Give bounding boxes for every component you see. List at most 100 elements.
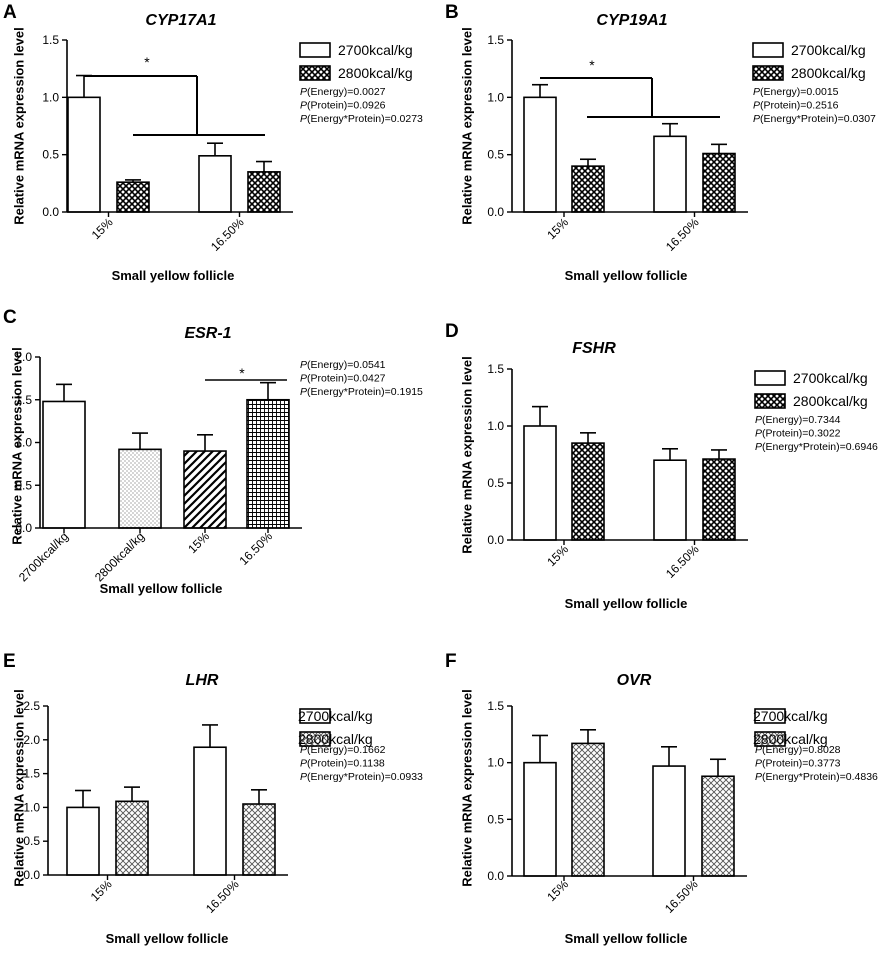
x-tick-label: 16.50% — [203, 877, 242, 916]
bar — [653, 135, 687, 213]
gene-title: FSHR — [572, 340, 616, 357]
p-value: P(Protein)=0.0926 — [300, 100, 386, 112]
p-symbol: P — [755, 428, 762, 440]
x-tick-label: 15% — [185, 529, 212, 556]
y-tick-label: 0.5 — [42, 148, 59, 162]
y-tick-label: 0.5 — [487, 148, 504, 162]
y-tick-label: 1.0 — [42, 90, 59, 104]
p-value-text: (Energy)=0.7344 — [762, 414, 841, 426]
p-symbol: P — [753, 100, 760, 112]
legend-label: 2800kcal/kg — [793, 393, 868, 409]
bar — [115, 800, 149, 876]
x-tick-label: 2800kcal/kg — [92, 529, 147, 584]
legend-swatch — [299, 708, 331, 724]
p-symbol: P — [755, 771, 762, 783]
panel-a: A CYP17A1 0.0 0.5 1.0 1.5 15% 16.50% Relative mR… — [3, 2, 423, 283]
panel-letter: D — [445, 321, 459, 342]
x-tick-label: 15% — [544, 877, 571, 904]
panel-letter: A — [3, 2, 17, 23]
p-symbol: P — [753, 113, 760, 125]
p-value: P(Protein)=0.3022 — [755, 428, 841, 440]
x-tick-label: 15% — [544, 215, 571, 242]
p-value: P(Energy)=0.0541 — [300, 359, 386, 371]
y-tick-label: 0.5 — [15, 478, 32, 492]
y-tick-label: 1.0 — [487, 90, 504, 104]
gene-title: CYP19A1 — [596, 12, 667, 29]
legend-label: 2700kcal/kg — [298, 708, 373, 724]
bar — [523, 96, 557, 213]
bar — [66, 806, 100, 876]
bar — [652, 765, 686, 877]
gene-title: OVR — [617, 672, 652, 689]
p-value-text: (Energy)=0.8028 — [762, 744, 841, 756]
bar — [116, 181, 150, 213]
panel-f: F OVR 0.0 0.5 1.0 1.5 15% 16.50% Relative mRNA e… — [445, 651, 878, 946]
p-value: P(Energy)=0.0027 — [300, 86, 386, 98]
p-value: P(Energy*Protein)=0.0307 — [753, 113, 876, 125]
p-value-text: (Energy)=0.0015 — [760, 86, 839, 98]
bar — [118, 448, 162, 529]
p-value: P(Energy)=0.1662 — [300, 744, 386, 756]
p-value: P(Protein)=0.1138 — [300, 758, 385, 770]
y-axis-title: Relative mRNA expression level — [12, 689, 27, 887]
significance-star: * — [589, 57, 595, 73]
y-tick-label: 0.5 — [487, 812, 504, 826]
y-axis-title: Relative mRNA expression level — [12, 27, 27, 225]
y-axis-title: Relative mRNA expression level — [10, 347, 25, 545]
y-tick-label: 0.5 — [487, 476, 504, 490]
legend-label: 2700kcal/kg — [793, 370, 868, 386]
legend-swatch — [754, 731, 786, 747]
x-tick-label: 16.50% — [662, 877, 701, 916]
p-symbol: P — [755, 744, 762, 756]
p-value-text: (Energy*Protein)=0.0933 — [307, 771, 423, 783]
legend-label: 2800kcal/kg — [753, 731, 828, 747]
x-tick-label: 16.50% — [663, 542, 702, 581]
y-tick-label: 1.5 — [23, 767, 40, 781]
x-tick-label: 15% — [88, 877, 115, 904]
p-value-text: (Energy*Protein)=0.0273 — [307, 113, 423, 125]
gene-title: LHR — [186, 672, 219, 689]
legend-label: 2800kcal/kg — [298, 731, 373, 747]
p-symbol: P — [300, 113, 307, 125]
legend-swatch — [752, 65, 784, 81]
x-tick-label: 15% — [89, 215, 116, 242]
bar — [571, 742, 605, 877]
y-tick-label: 0.0 — [42, 205, 59, 219]
legend-swatch — [299, 65, 331, 81]
p-value-text: (Energy*Protein)=0.4836 — [762, 771, 878, 783]
p-symbol: P — [755, 414, 762, 426]
gene-title: CYP17A1 — [145, 12, 216, 29]
panel-letter: B — [445, 2, 459, 23]
panel-d: D FSHR 0.0 0.5 1.0 1.5 15% 16.50% Relative mRNA … — [445, 321, 878, 611]
p-value-text: (Energy)=0.0027 — [307, 86, 386, 98]
x-axis-title: Small yellow follicle — [565, 268, 688, 283]
p-symbol: P — [300, 386, 307, 398]
p-value: P(Energy*Protein)=0.4836 — [755, 771, 878, 783]
bar — [702, 152, 736, 213]
x-axis-title: Small yellow follicle — [565, 596, 688, 611]
legend-label: 2700kcal/kg — [753, 708, 828, 724]
x-tick-label: 16.50% — [236, 529, 275, 568]
p-value-text: (Protein)=0.0427 — [307, 373, 386, 385]
p-symbol: P — [300, 359, 307, 371]
x-axis-title: Small yellow follicle — [565, 931, 688, 946]
panel-b: B CYP19A1 0.0 0.5 1.0 1.5 15% 16.50% Relative mR… — [445, 2, 876, 283]
bar — [701, 775, 735, 877]
p-value: P(Energy)=0.8028 — [755, 744, 841, 756]
p-value-text: (Protein)=0.0926 — [307, 100, 386, 112]
bar — [571, 165, 605, 213]
y-tick-label: 0.5 — [23, 834, 40, 848]
p-value: P(Energy)=0.7344 — [755, 414, 841, 426]
y-tick-label: 0.0 — [15, 521, 32, 535]
p-value-text: (Protein)=0.1138 — [307, 758, 385, 770]
p-symbol: P — [300, 373, 307, 385]
y-axis-title: Relative mRNA expression level — [460, 356, 475, 554]
x-tick-label: 16.50% — [208, 215, 247, 254]
bar — [523, 425, 557, 541]
y-tick-label: 1.5 — [487, 699, 504, 713]
p-symbol: P — [300, 771, 307, 783]
legend-swatch — [299, 42, 331, 58]
y-tick-label: 1.0 — [487, 419, 504, 433]
y-tick-label: 0.0 — [23, 868, 40, 882]
